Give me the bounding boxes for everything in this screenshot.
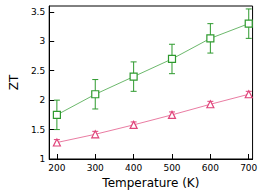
svg-text:3.5: 3.5 (31, 7, 45, 17)
svg-text:3: 3 (39, 36, 45, 46)
svg-text:300: 300 (87, 163, 104, 173)
svg-text:600: 600 (202, 163, 219, 173)
svg-text:400: 400 (125, 163, 142, 173)
svg-text:2.5: 2.5 (31, 66, 45, 76)
svg-text:1.5: 1.5 (31, 125, 45, 135)
svg-text:ZT: ZT (7, 74, 21, 90)
svg-text:500: 500 (163, 163, 180, 173)
svg-text:1: 1 (39, 154, 45, 164)
svg-text:2: 2 (39, 95, 45, 105)
svg-text:200: 200 (48, 163, 65, 173)
svg-text:700: 700 (240, 163, 257, 173)
svg-text:Temperature (K): Temperature (K) (101, 176, 199, 190)
